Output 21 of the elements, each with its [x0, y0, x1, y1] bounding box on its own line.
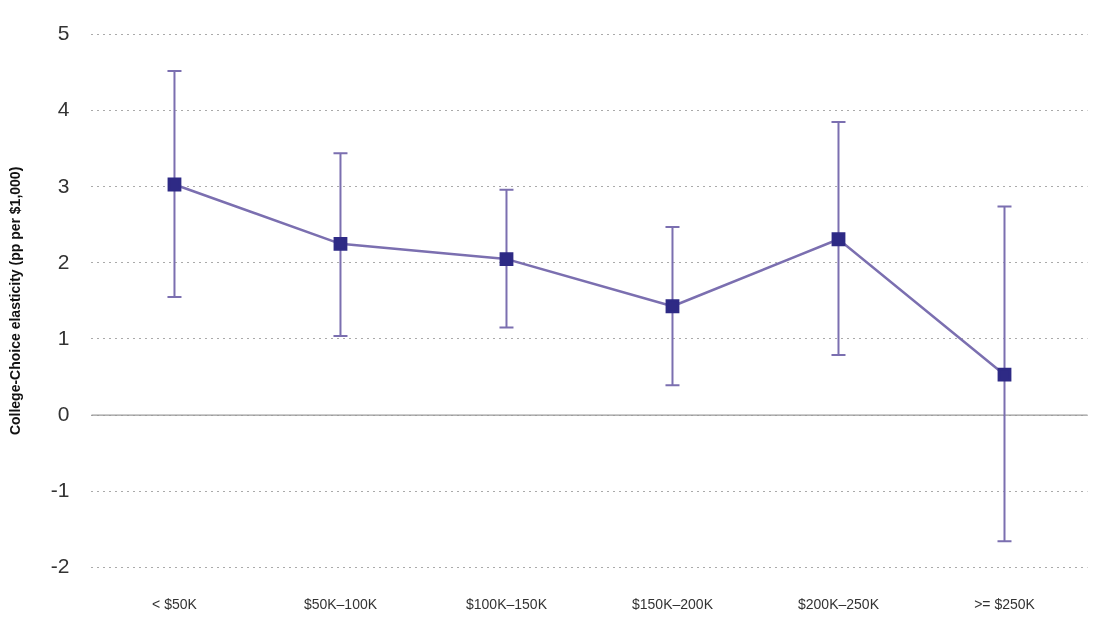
x-tick-label: $100K–150K: [466, 596, 548, 613]
y-tick-label: 5: [57, 21, 70, 45]
y-tick-label: 4: [57, 97, 70, 121]
x-tick-label: >= $250K: [974, 596, 1036, 613]
x-tick-label: < $50K: [152, 596, 198, 613]
y-tick-label: 1: [57, 325, 70, 349]
point: [665, 299, 680, 314]
x-tick-label: $150K–200K: [632, 596, 714, 613]
point: [167, 177, 182, 192]
y-tick-label: -2: [50, 554, 70, 577]
x-tick-label: $50K–100K: [303, 596, 378, 613]
y-tick-label: 0: [57, 401, 70, 425]
point: [997, 367, 1012, 382]
point: [333, 236, 348, 251]
y-tick-label: 3: [57, 173, 70, 197]
point: [831, 232, 846, 247]
y-tick-label: 2: [57, 249, 70, 273]
y-tick-label: -1: [50, 477, 70, 501]
y-axis-title: College-Choice elasticity (pp per $1,000): [7, 166, 24, 436]
point: [499, 252, 514, 266]
x-tick-label: $200K–250K: [798, 596, 880, 613]
